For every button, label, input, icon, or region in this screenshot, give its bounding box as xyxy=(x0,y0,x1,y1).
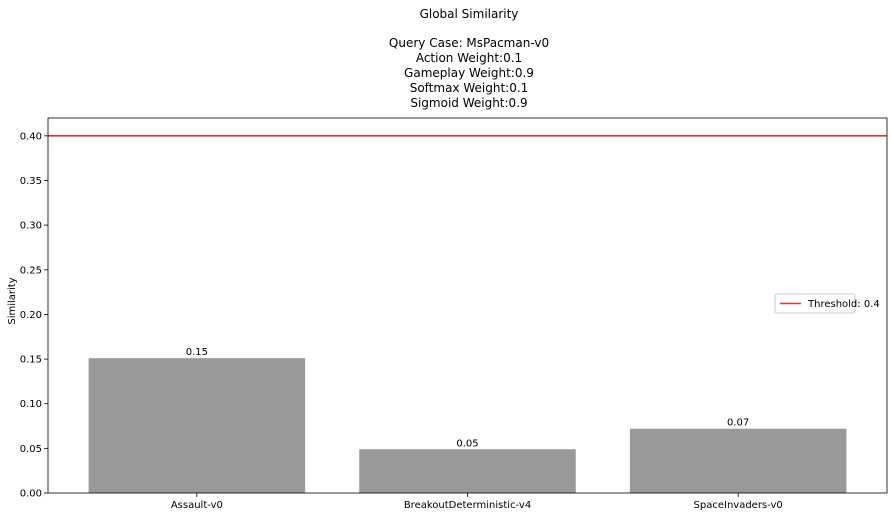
chart-title-block: Global Similarity Query Case: MsPacman-v… xyxy=(389,7,549,110)
chart-subtitle-line: Action Weight:0.1 xyxy=(416,51,522,65)
legend-entry-threshold: Threshold: 0.4 xyxy=(807,299,880,310)
x-tick-label: SpaceInvaders-v0 xyxy=(694,500,783,511)
y-tick-label: 0.05 xyxy=(20,444,42,455)
y-tick-label: 0.00 xyxy=(20,489,42,500)
y-tick-label: 0.20 xyxy=(20,310,42,321)
chart-subtitle-line: Softmax Weight:0.1 xyxy=(410,81,529,95)
chart-subtitle-line: Gameplay Weight:0.9 xyxy=(404,66,534,80)
y-axis: 0.00 0.05 0.10 0.15 0.20 0.25 0.30 0.35 0.40 xyxy=(20,131,48,500)
plot-frame xyxy=(47,117,888,494)
bar-data-label: 0.07 xyxy=(727,418,749,429)
plot-border xyxy=(47,117,888,494)
bar-breakoutdeterministic-v4 xyxy=(359,449,576,493)
bar-data-label: 0.15 xyxy=(186,347,208,358)
x-tick-label: BreakoutDeterministic-v4 xyxy=(404,500,531,511)
chart-subtitle-line: Query Case: MsPacman-v0 xyxy=(389,36,549,50)
legend-box xyxy=(774,293,856,314)
x-axis: Assault-v0 BreakoutDeterministic-v4 SpaceI… xyxy=(171,493,783,511)
bars-group: 0.15 0.05 0.07 xyxy=(88,347,847,493)
y-tick-label: 0.15 xyxy=(20,355,42,366)
y-tick-label: 0.10 xyxy=(20,399,42,410)
y-tick-label: 0.40 xyxy=(20,131,42,142)
x-tick-label: Assault-v0 xyxy=(171,500,223,511)
y-tick-label: 0.35 xyxy=(20,176,42,187)
y-tick-label: 0.25 xyxy=(20,265,42,276)
chart-title: Global Similarity xyxy=(420,7,519,21)
legend: Threshold: 0.4 xyxy=(774,293,880,314)
bar-spaceinvaders-v0 xyxy=(629,428,847,493)
y-axis-label: Similarity xyxy=(7,277,18,324)
bar-data-label: 0.05 xyxy=(456,438,478,449)
chart-subtitle-line: Sigmoid Weight:0.9 xyxy=(410,96,527,110)
bar-assault-v0 xyxy=(88,358,306,493)
y-tick-label: 0.30 xyxy=(20,221,42,232)
